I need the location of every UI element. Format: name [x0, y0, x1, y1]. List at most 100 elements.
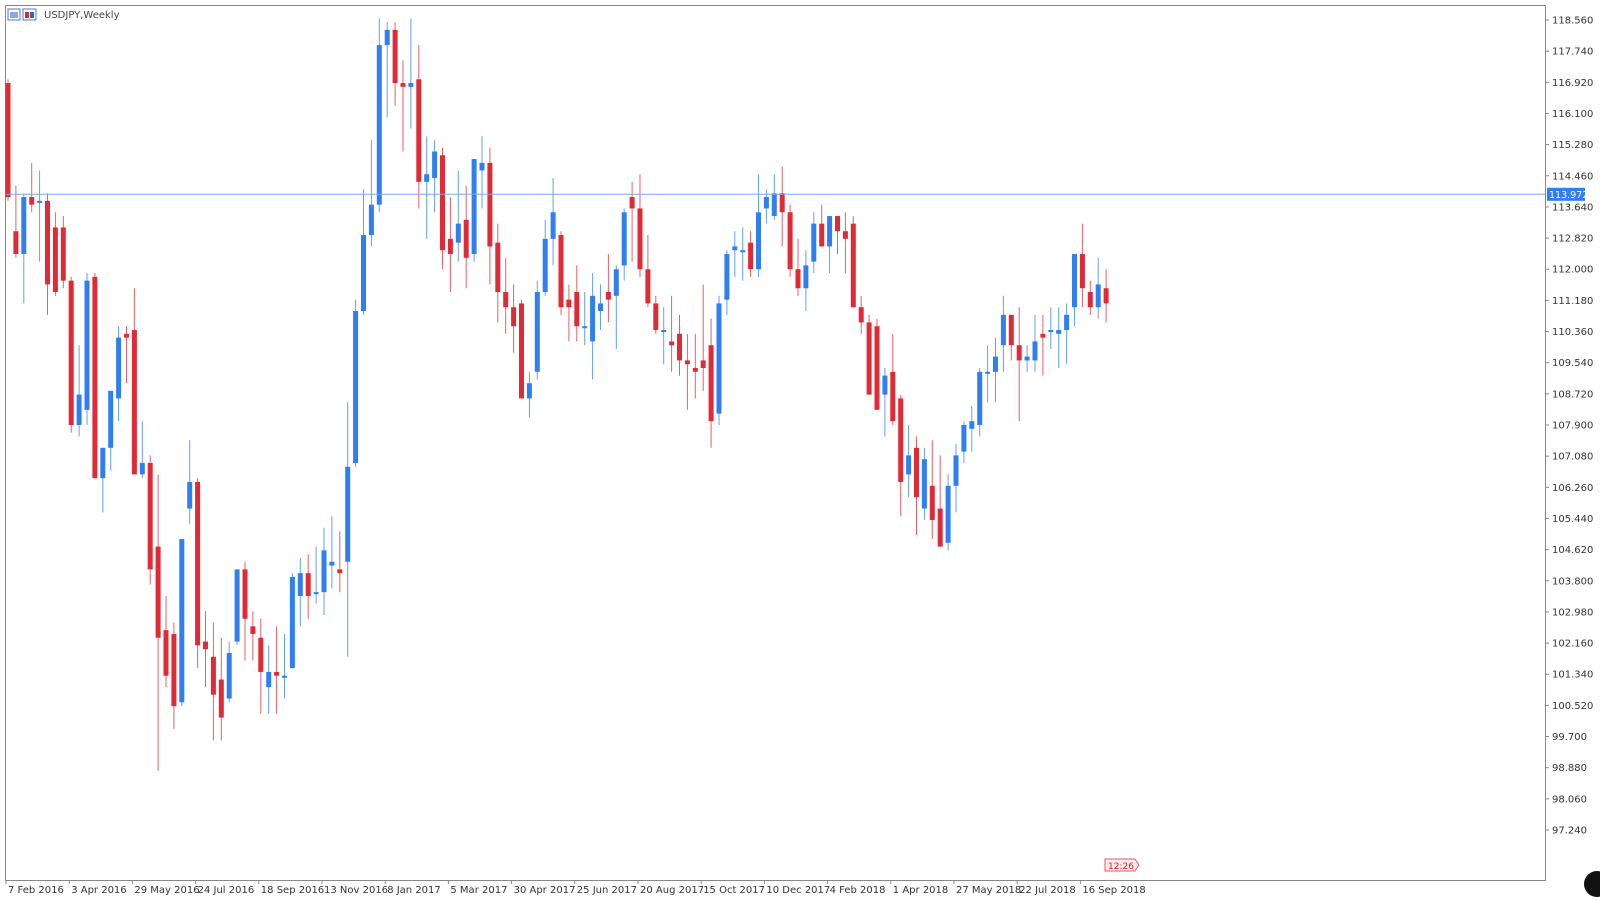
bear-candle[interactable]: [890, 333, 896, 425]
bull-candle[interactable]: [1072, 254, 1077, 327]
bear-candle[interactable]: [210, 622, 216, 741]
bull-candle[interactable]: [945, 474, 951, 551]
bear-candle[interactable]: [440, 147, 445, 270]
bear-candle[interactable]: [929, 440, 935, 539]
bull-candle[interactable]: [187, 440, 193, 524]
bull-candle[interactable]: [590, 273, 596, 380]
bear-candle[interactable]: [495, 223, 501, 323]
bull-candle[interactable]: [297, 557, 303, 627]
bear-candle[interactable]: [566, 284, 572, 342]
bear-candle[interactable]: [171, 622, 177, 729]
bear-candle[interactable]: [669, 295, 675, 372]
bull-candle[interactable]: [985, 345, 991, 403]
bear-candle[interactable]: [842, 212, 848, 274]
bear-candle[interactable]: [748, 231, 754, 277]
bear-candle[interactable]: [45, 193, 50, 315]
bear-candle[interactable]: [487, 147, 493, 285]
bear-candle[interactable]: [274, 626, 280, 714]
bear-candle[interactable]: [447, 197, 453, 293]
bull-candle[interactable]: [740, 227, 746, 281]
bear-candle[interactable]: [835, 216, 840, 255]
bear-candle[interactable]: [850, 216, 856, 308]
bull-candle[interactable]: [234, 569, 240, 646]
bull-candle[interactable]: [542, 219, 548, 296]
bull-candle[interactable]: [1056, 307, 1062, 369]
bear-candle[interactable]: [29, 162, 35, 213]
bull-candle[interactable]: [598, 284, 603, 331]
bear-candle[interactable]: [511, 284, 517, 353]
bear-candle[interactable]: [629, 181, 635, 262]
bull-candle[interactable]: [368, 140, 374, 247]
bear-candle[interactable]: [779, 166, 785, 247]
bear-candle[interactable]: [392, 22, 398, 106]
bear-candle[interactable]: [914, 436, 919, 536]
bear-candle[interactable]: [258, 618, 264, 714]
bear-candle[interactable]: [5, 79, 11, 201]
bear-candle[interactable]: [195, 478, 201, 669]
bull-candle[interactable]: [953, 443, 959, 513]
bear-candle[interactable]: [708, 318, 714, 448]
bull-candle[interactable]: [961, 421, 967, 463]
bear-candle[interactable]: [637, 174, 643, 277]
bear-candle[interactable]: [700, 284, 706, 391]
bear-candle[interactable]: [574, 265, 580, 342]
bear-candle[interactable]: [503, 257, 509, 334]
bull-candle[interactable]: [329, 516, 335, 589]
bull-candle[interactable]: [993, 337, 998, 403]
bull-candle[interactable]: [613, 265, 619, 350]
bull-candle[interactable]: [179, 538, 185, 707]
bull-candle[interactable]: [921, 447, 927, 520]
bear-candle[interactable]: [218, 637, 224, 741]
bull-candle[interactable]: [534, 280, 540, 380]
bear-candle[interactable]: [858, 295, 864, 334]
bull-candle[interactable]: [479, 136, 485, 209]
bull-candle[interactable]: [266, 645, 272, 714]
bull-candle[interactable]: [21, 193, 27, 304]
corner-button[interactable]: [1584, 871, 1600, 897]
bull-candle[interactable]: [827, 216, 833, 274]
bull-candle[interactable]: [84, 273, 90, 425]
bull-candle[interactable]: [139, 421, 145, 479]
bear-candle[interactable]: [692, 333, 698, 399]
bull-candle[interactable]: [724, 250, 730, 315]
bear-candle[interactable]: [60, 216, 66, 289]
bear-candle[interactable]: [337, 531, 343, 593]
bear-candle[interactable]: [52, 212, 58, 296]
bull-candle[interactable]: [345, 402, 351, 657]
bull-candle[interactable]: [424, 136, 430, 239]
bull-candle[interactable]: [811, 212, 817, 274]
bull-candle[interactable]: [76, 345, 82, 437]
bear-candle[interactable]: [203, 611, 208, 688]
bear-candle[interactable]: [463, 185, 469, 289]
bear-candle[interactable]: [677, 314, 682, 376]
bear-candle[interactable]: [866, 314, 872, 395]
bull-candle[interactable]: [384, 22, 390, 118]
bear-candle[interactable]: [558, 231, 564, 315]
bear-candle[interactable]: [898, 394, 904, 517]
bull-candle[interactable]: [108, 390, 114, 471]
bear-candle[interactable]: [92, 273, 98, 479]
bull-candle[interactable]: [1024, 345, 1030, 372]
bull-candle[interactable]: [803, 250, 809, 312]
bear-candle[interactable]: [147, 455, 153, 585]
bear-candle[interactable]: [305, 554, 311, 619]
bull-candle[interactable]: [756, 174, 761, 277]
bear-candle[interactable]: [400, 60, 406, 152]
bull-candle[interactable]: [969, 406, 975, 452]
bull-candle[interactable]: [1032, 314, 1038, 372]
bull-candle[interactable]: [732, 231, 738, 277]
bull-candle[interactable]: [376, 18, 382, 213]
bear-candle[interactable]: [937, 455, 943, 547]
bull-candle[interactable]: [282, 633, 287, 699]
bear-candle[interactable]: [68, 276, 74, 433]
bull-candle[interactable]: [716, 295, 722, 425]
bear-candle[interactable]: [1040, 314, 1046, 376]
bear-candle[interactable]: [795, 238, 801, 296]
bear-candle[interactable]: [1103, 269, 1109, 323]
bear-candle[interactable]: [645, 235, 651, 308]
bull-candle[interactable]: [882, 368, 888, 437]
bull-candle[interactable]: [471, 159, 477, 262]
bear-candle[interactable]: [1008, 314, 1014, 361]
bear-candle[interactable]: [124, 326, 129, 384]
